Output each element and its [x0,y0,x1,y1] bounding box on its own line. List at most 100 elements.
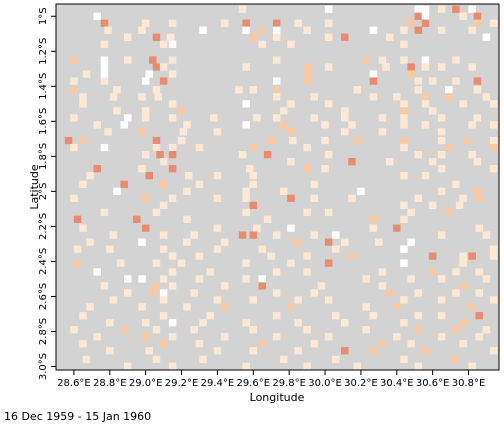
heatmap-cell [400,319,408,327]
heatmap-cell [482,326,491,334]
heatmap-cell [133,215,141,223]
heatmap-cell [246,165,254,173]
heatmap-cell [152,208,161,216]
heatmap-cell [213,296,222,304]
heatmap-cell [213,172,222,180]
heatmap-cell [93,121,101,129]
heatmap-cell [190,326,198,334]
heatmap-cell [141,319,150,327]
heatmap-cell [177,107,186,115]
heatmap-cell [149,56,157,64]
heatmap-cell [332,312,340,320]
heatmap-cell [152,136,161,145]
heatmap-cell [168,143,177,152]
x-axis: 28.6°E 28.8°E 29.0°E 29.2°E 29.4°E 29.6°E 29.8… [57,370,485,389]
heatmap-cell [249,231,257,239]
heatmap-cell [348,252,356,260]
heatmap-cell [120,121,128,129]
heatmap-cell [489,245,498,253]
heatmap-cell [341,347,349,355]
heatmap-cell [393,224,401,232]
heatmap-cell [445,208,453,216]
heatmap-cell [183,238,191,246]
heatmap-cell [280,107,288,115]
heatmap-cell [213,245,222,253]
x-tick-label: 29.8°E [272,378,306,389]
heatmap-cell [475,224,483,232]
heatmap-cell [272,289,281,297]
heatmap-cell [294,238,302,246]
heatmap-cell [437,63,446,71]
heatmap-cell [141,77,150,85]
x-tick-label: 28.6°E [57,378,91,389]
heatmap-cell [213,224,222,232]
heatmap-cell [385,33,394,41]
heatmap-cell [287,40,295,48]
heatmap-cell [168,70,177,78]
heatmap-cell [220,238,229,246]
y-tick-label: 1.4°S [38,73,49,100]
heatmap-cell [109,296,118,304]
heatmap-cell [242,275,250,283]
heatmap-cell [459,282,467,290]
heatmap-cell [303,268,311,276]
heatmap-cell [141,19,150,27]
heatmap-cell [437,136,446,145]
heatmap-cell [489,252,498,260]
heatmap-cell [459,259,467,267]
heatmap-cell [324,333,333,341]
heatmap-cell [242,194,250,202]
heatmap-cell [190,289,198,297]
heatmap-cell [258,26,266,34]
heatmap-cell [468,362,476,370]
heatmap-cell [378,340,387,348]
heatmap-cell [258,282,266,290]
y-tick-label: 2.6°S [38,283,49,310]
heatmap-cell [267,252,275,260]
x-tick-label: 29.2°E [165,378,199,389]
heatmap-cell [272,19,281,27]
heatmap-cell [141,333,150,341]
heatmap-cell [437,114,446,122]
heatmap-cell [238,151,247,159]
heatmap-cell [70,77,78,85]
heatmap-cell [400,215,408,223]
heatmap-cell [124,275,132,283]
heatmap-cell [468,151,476,159]
heatmap-cell [400,121,408,129]
heatmap-cell [341,128,349,136]
heatmap-cell [414,151,423,159]
heatmap-cell [113,86,121,94]
heatmap-cell [437,187,446,195]
heatmap-cell [294,296,302,304]
heatmap-cell [220,282,229,290]
heatmap-cell [242,121,250,129]
heatmap-cell [249,86,257,94]
heatmap-cell [475,194,483,202]
heatmap-cell [400,56,408,64]
x-tick-label: 30.4°E [380,378,414,389]
heatmap-cell [324,208,333,216]
heatmap-cell [393,303,401,311]
heatmap-cell [100,70,109,78]
heatmap-cell [287,128,295,136]
heatmap-cell [141,114,150,122]
heatmap-cell [86,303,94,311]
heatmap-cell [353,362,362,370]
heatmap-cell [473,158,482,166]
heatmap-cell [195,340,204,348]
heatmap-cell [195,143,204,152]
heatmap-cell [428,77,437,85]
heatmap-cell [73,259,82,267]
heatmap-cell [70,114,78,122]
heatmap-cell [375,238,383,246]
heatmap-cell [369,93,378,101]
x-tick-label: 28.8°E [93,378,127,389]
heatmap-cell [272,93,281,101]
heatmap-cell [185,172,193,180]
heatmap-cell [452,180,460,188]
heatmap-cell [168,362,177,370]
heatmap-cell [249,180,257,188]
heatmap-cell [452,77,460,85]
heatmap-cell [468,26,476,34]
